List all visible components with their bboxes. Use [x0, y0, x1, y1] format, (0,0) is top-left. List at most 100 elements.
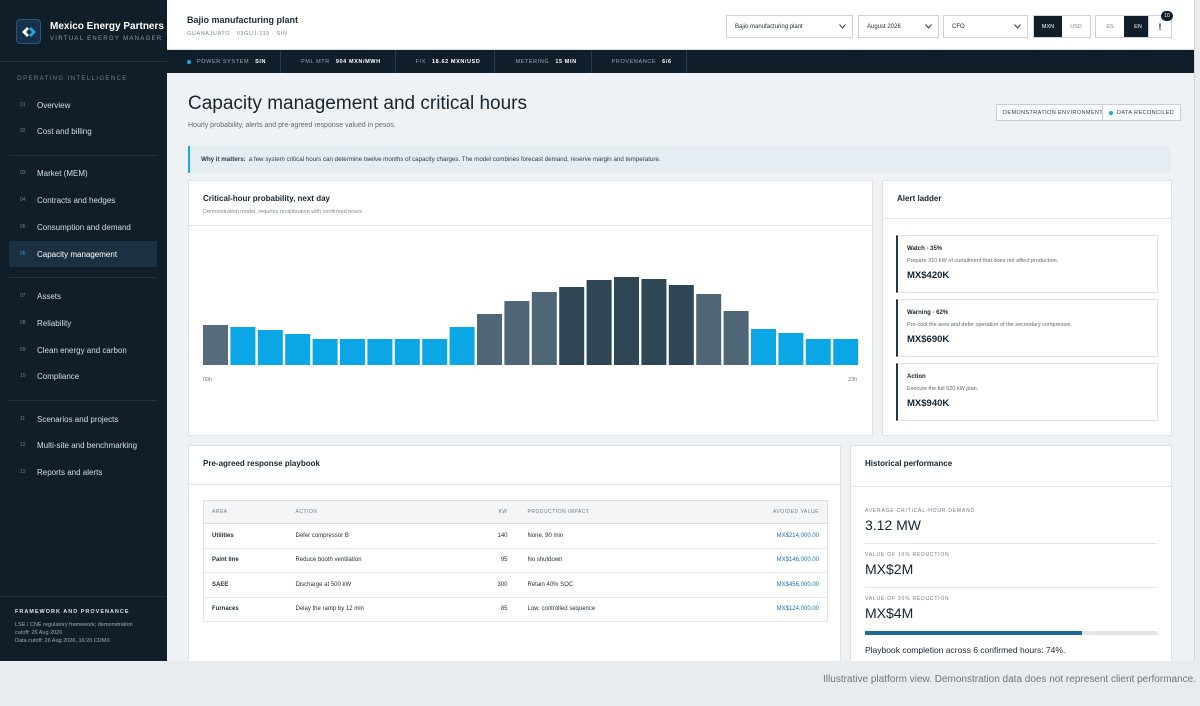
- status-strip: POWER SYSTEM SIN PML MTR 904 MXN/MWH FIX 18…: [167, 50, 1194, 73]
- bar-hour-04h: [312, 339, 338, 365]
- bar-hour-06h: [367, 339, 393, 365]
- why-it-matters-banner: Why it matters: a few system critical ho…: [188, 146, 1171, 173]
- language-es-button[interactable]: ES: [1106, 23, 1114, 30]
- bar-hour-21h: [778, 333, 804, 365]
- completion-text: Playbook completion across 6 confirmed h…: [865, 645, 1066, 655]
- chevron-down-icon: [839, 24, 846, 29]
- x-axis-end-label: 23h: [848, 377, 858, 383]
- cell-impact: Low, controlled sequence: [519, 597, 690, 622]
- cell-avoided-value: MX$146,000.00: [689, 548, 828, 573]
- playbook-card: Pre-agreed response playbook AREA ACTION…: [188, 445, 841, 661]
- status-label: PML MTR: [301, 58, 330, 65]
- status-pml: PML MTR 904 MXN/MWH: [281, 50, 396, 73]
- data-reconciled-pill: DATA RECONCILED: [1102, 104, 1182, 121]
- data-reconciled-label: DATA RECONCILED: [1117, 109, 1175, 116]
- sidebar-item-number: 01: [20, 102, 26, 108]
- sidebar-item-reports[interactable]: 13 Reports and alerts: [9, 459, 157, 485]
- sidebar-item-cost-and-billing[interactable]: 02 Cost and billing: [9, 118, 157, 144]
- kpi-value: MX$4M: [865, 605, 914, 621]
- bar-hour-23h: [833, 339, 859, 365]
- why-label: Why it matters:: [201, 156, 246, 163]
- alert-watch: Watch · 35% Prepare 310 kW of curtailmen…: [896, 235, 1158, 293]
- sidebar-item-contracts[interactable]: 04 Contracts and hedges: [9, 187, 157, 213]
- cell-kw: 300: [455, 572, 520, 598]
- status-metering: METERING 15 MIN: [495, 50, 592, 73]
- period-select[interactable]: August 2026: [858, 15, 939, 38]
- card-divider: [883, 218, 1171, 219]
- sidebar-item-market[interactable]: 03 Market (MEM): [9, 160, 157, 186]
- sidebar-item-multi-site[interactable]: 12 Multi-site and benchmarking: [9, 432, 157, 458]
- sidebar-item-clean-energy[interactable]: 09 Clean energy and carbon: [9, 337, 157, 363]
- site-select[interactable]: Bajio manufacturing plant: [726, 15, 853, 38]
- alert-level: Warning · 62%: [907, 310, 949, 316]
- table-row[interactable]: SAEE Discharge at 500 kW 300 Retain 40% …: [203, 572, 828, 598]
- sidebar: Mexico Energy Partners VIRTUAL ENERGY MA…: [0, 0, 167, 661]
- sidebar-item-assets[interactable]: 07 Assets: [9, 283, 157, 309]
- page-subtitle: Hourly probability, alerts and pre-agree…: [188, 122, 396, 129]
- sidebar-divider: [9, 277, 157, 278]
- sidebar-item-capacity-management[interactable]: 06 Capacity management: [9, 241, 157, 267]
- site-meta: GUANAJUATO · 03GUJ-115 · SIN: [187, 31, 288, 37]
- bar-hour-08h: [422, 339, 448, 365]
- sidebar-item-consumption[interactable]: 05 Consumption and demand: [9, 214, 157, 240]
- top-header: Bajio manufacturing plant GUANAJUATO · 0…: [167, 0, 1194, 50]
- bar-hour-05h: [340, 339, 365, 365]
- sidebar-item-overview[interactable]: 01 Overview: [9, 92, 157, 118]
- alert-value: MX$690K: [907, 334, 950, 345]
- chevron-down-icon: [1014, 24, 1021, 29]
- provenance-line: LSE / CNE regulatory framework; demonstr…: [15, 622, 133, 628]
- status-provenance: PROVENANCE 6/6: [592, 50, 687, 73]
- alert-level: Action: [907, 374, 926, 380]
- kpi-divider: [865, 587, 1158, 588]
- kpi-label: VALUE OF 10% REDUCTION: [865, 552, 950, 558]
- alert-description: Pre-cool the area and defer operation of…: [907, 322, 1073, 328]
- role-select[interactable]: CFO: [943, 15, 1028, 38]
- sidebar-item-label: Scenarios and projects: [37, 414, 119, 424]
- bar-hour-01h: [230, 327, 256, 365]
- alert-level: Watch · 35%: [907, 246, 943, 252]
- brand: Mexico Energy Partners VIRTUAL ENERGY MA…: [0, 0, 167, 62]
- alert-value: MX$420K: [907, 270, 950, 281]
- cell-area: Furnaces: [203, 597, 288, 622]
- bar-hour-11h: [504, 301, 530, 365]
- language-en-button[interactable]: EN: [1124, 16, 1152, 37]
- chart-subtitle: Demonstration model, requires recalibrat…: [203, 209, 362, 215]
- chart-title: Critical-hour probability, next day: [203, 194, 330, 203]
- playbook-table: AREA ACTION KW PRODUCTION IMPACT AVOIDED…: [203, 500, 828, 622]
- sidebar-item-number: 02: [20, 128, 26, 134]
- table-row[interactable]: Furnaces Delay the ramp by 12 min 85 Low…: [203, 597, 828, 622]
- column-header-kw: KW: [455, 500, 520, 524]
- table-row[interactable]: Utilities Defer compressor B 140 None, 9…: [203, 523, 828, 549]
- column-header-avoided-value: AVOIDED VALUE: [689, 500, 828, 524]
- playbook-title: Pre-agreed response playbook: [203, 459, 320, 468]
- page-title: Capacity management and critical hours: [188, 93, 528, 114]
- sidebar-item-label: Contracts and hedges: [37, 195, 116, 205]
- cell-area: Paint line: [203, 548, 288, 573]
- card-divider: [189, 225, 872, 226]
- status-dot-icon: [1109, 110, 1113, 115]
- status-value: 18.62 MXN/USD: [432, 58, 481, 65]
- sidebar-divider: [9, 400, 157, 401]
- sidebar-item-compliance[interactable]: 10 Compliance: [9, 363, 157, 389]
- alert-description: Prepare 310 kW of curtailment that does …: [907, 258, 1059, 264]
- sidebar-item-reliability[interactable]: 08 Reliability: [9, 310, 157, 336]
- card-divider: [189, 484, 840, 485]
- bar-hour-15h: [614, 277, 639, 365]
- alert-icon: !: [1158, 21, 1162, 32]
- sidebar-item-number: 04: [20, 197, 26, 203]
- demo-environment-pill: DEMONSTRATION ENVIRONMENT: [996, 104, 1111, 121]
- sidebar-item-scenarios[interactable]: 11 Scenarios and projects: [9, 406, 157, 432]
- sidebar-item-number: 10: [20, 373, 26, 379]
- cell-action: Reduce booth ventilation: [287, 548, 456, 573]
- bar-hour-03h: [285, 334, 311, 365]
- bar-hour-18h: [696, 294, 722, 365]
- table-row[interactable]: Paint line Reduce booth ventilation 95 N…: [203, 548, 828, 573]
- provenance-panel: FRAMEWORK AND PROVENANCE LSE / CNE regul…: [0, 596, 167, 661]
- bar-hour-19h: [723, 311, 749, 365]
- status-value: 15 MIN: [555, 58, 577, 65]
- alert-description: Execute the full 620 kW plan.: [907, 386, 979, 392]
- kpi-divider: [865, 543, 1158, 544]
- status-dot-icon: [187, 59, 191, 64]
- currency-mxn-button[interactable]: MXN: [1034, 16, 1062, 37]
- currency-usd-button[interactable]: USD: [1070, 23, 1082, 30]
